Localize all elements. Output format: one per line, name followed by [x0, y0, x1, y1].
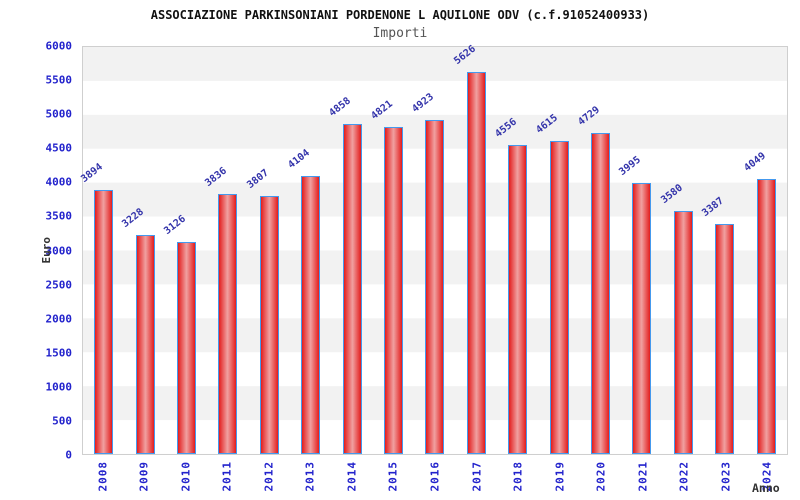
bar-2024 — [756, 179, 776, 454]
y-tick-3500: 3500 — [45, 209, 73, 223]
bar-slot-2008: 3894 — [79, 47, 124, 454]
x-tick-2008: 2008 — [96, 461, 110, 492]
bar-2023 — [715, 224, 735, 454]
x-tick-2022: 2022 — [677, 461, 691, 492]
y-tick-3000: 3000 — [45, 244, 73, 257]
y-tick-5000: 5000 — [45, 107, 73, 121]
x-tick-2014: 2014 — [345, 461, 359, 492]
x-tick-2021: 2021 — [636, 461, 650, 492]
x-axis-label: Anno — [752, 481, 780, 495]
bar-2015 — [384, 126, 404, 454]
x-tick-2018: 2018 — [511, 461, 525, 492]
bar-value-2011: 3836 — [203, 165, 230, 189]
bar-2016 — [425, 120, 445, 454]
x-tick-2011: 2011 — [220, 461, 234, 492]
bar-slot-2022: 3580 — [658, 47, 704, 454]
y-tick-5500: 5500 — [45, 73, 73, 87]
bar-value-2019: 4615 — [534, 112, 561, 136]
bar-value-2017: 5626 — [451, 43, 478, 68]
bar-value-2015: 4821 — [369, 98, 395, 122]
y-tick-1500: 1500 — [45, 346, 73, 360]
bar-value-2010: 3126 — [162, 213, 188, 237]
bar-2022 — [673, 211, 693, 454]
bar-2019 — [549, 140, 569, 454]
y-tick-1000: 1000 — [45, 380, 73, 394]
bar-value-2016: 4923 — [410, 91, 437, 116]
y-axis-ticks: 0 500 1000 1500 2000 2500 3000 3500 4000 4500 5000… — [0, 41, 78, 461]
bar-slot-2010: 3126 — [162, 47, 207, 454]
bar-slot-2024: 4049 — [742, 47, 787, 454]
bar-value-2024: 4049 — [741, 150, 768, 175]
y-tick-2000: 2000 — [45, 312, 73, 326]
bar-value-2012: 3807 — [244, 167, 271, 191]
bar-value-2014: 4858 — [327, 95, 354, 120]
bar-slot-2009: 3228 — [120, 47, 165, 454]
bar-slot-2016: 4923 — [410, 47, 455, 454]
chart-subtitle: Importi — [372, 26, 428, 41]
x-tick-2010: 2010 — [179, 461, 193, 492]
bar-slot-2014: 4858 — [327, 47, 372, 454]
bar-slot-2012: 3807 — [245, 47, 290, 454]
x-tick-2017: 2017 — [470, 461, 484, 492]
y-tick-500: 500 — [52, 414, 72, 428]
bar-slot-2015: 4821 — [369, 47, 414, 454]
y-tick-6000: 6000 — [45, 39, 73, 53]
bar-slot-2019: 4615 — [534, 47, 579, 454]
bar-slot-2018: 4556 — [493, 47, 538, 454]
bar-2008 — [94, 189, 114, 454]
y-tick-4500: 4500 — [45, 141, 73, 155]
bar-2018 — [508, 144, 528, 454]
bar-2014 — [342, 124, 362, 454]
bar-slot-2020: 4729 — [576, 47, 621, 454]
chart-title: ASSOCIAZIONE PARKINSONIANI PORDENONE L A… — [150, 8, 650, 22]
bar-value-2008: 3894 — [79, 161, 105, 185]
bar-2011 — [218, 193, 238, 454]
x-tick-2019: 2019 — [553, 461, 567, 492]
x-tick-2015: 2015 — [386, 461, 400, 492]
x-tick-2016: 2016 — [428, 461, 442, 492]
bar-value-2020: 4729 — [576, 104, 602, 129]
bar-2017 — [466, 72, 486, 454]
bar-2010 — [177, 241, 197, 454]
bar-value-2023: 3387 — [700, 195, 727, 220]
x-tick-2023: 2023 — [719, 461, 733, 492]
x-tick-2020: 2020 — [594, 461, 608, 492]
bar-2020 — [591, 133, 611, 454]
y-tick-4000: 4000 — [45, 175, 73, 189]
plot-area: 3894 3228 3126 3836 3807 4104 4858 4821 4923 5626… — [79, 44, 788, 455]
x-tick-2013: 2013 — [303, 461, 317, 492]
bar-slot-2013: 4104 — [286, 47, 331, 454]
bar-slot-2023: 3387 — [700, 47, 745, 454]
bar-slot-2021: 3995 — [617, 47, 662, 454]
bar-2009 — [135, 235, 155, 454]
x-tick-2009: 2009 — [137, 461, 151, 492]
x-tick-2012: 2012 — [262, 461, 276, 492]
y-axis-label: Euro — [40, 237, 53, 264]
bar-slot-2011: 3836 — [203, 47, 248, 454]
x-axis-ticks: 2008 2009 2010 2011 2012 2013 2014 2015 2016 2017… — [82, 459, 788, 500]
bar-value-2009: 3228 — [120, 206, 147, 231]
bar-2021 — [632, 183, 652, 454]
bar-value-2018: 4556 — [493, 116, 520, 140]
y-tick-2500: 2500 — [45, 278, 73, 292]
bar-2013 — [301, 175, 321, 454]
bars-container: 3894 3228 3126 3836 3807 4104 4858 4821 4923 5626… — [79, 44, 787, 454]
bar-value-2022: 3580 — [658, 182, 685, 207]
bar-value-2013: 4104 — [286, 147, 313, 171]
bar-slot-2017: 5626 — [452, 44, 497, 454]
bar-value-2021: 3995 — [617, 154, 644, 179]
bar-2012 — [259, 195, 279, 454]
y-tick-0: 0 — [65, 448, 72, 462]
